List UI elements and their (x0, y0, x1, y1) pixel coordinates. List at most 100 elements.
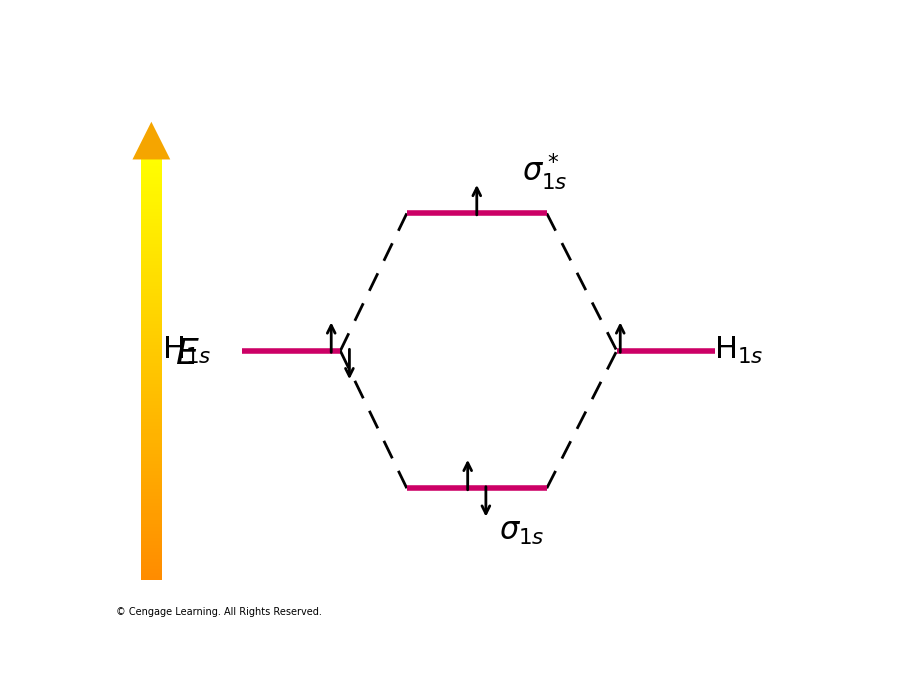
Text: $\sigma_{1s}$: $\sigma_{1s}$ (499, 518, 545, 547)
Bar (141, 450, 161, 454)
Bar (141, 174, 161, 177)
Bar (141, 471, 161, 475)
Bar (141, 370, 161, 373)
Bar (141, 342, 161, 345)
Bar (141, 545, 161, 548)
Text: $\sigma_{1s}^*$: $\sigma_{1s}^*$ (521, 150, 567, 192)
Bar (141, 219, 161, 223)
Bar (141, 541, 161, 545)
Bar (141, 510, 161, 513)
Bar (141, 293, 161, 296)
Bar (141, 205, 161, 209)
Bar (141, 191, 161, 195)
Text: $\mathrm{H}_{1s}$: $\mathrm{H}_{1s}$ (713, 335, 763, 366)
Bar (141, 436, 161, 440)
Bar (141, 177, 161, 181)
Bar (141, 517, 161, 520)
Bar (141, 268, 161, 272)
Bar (141, 254, 161, 258)
Bar (141, 310, 161, 314)
Bar (141, 464, 161, 468)
Bar (141, 352, 161, 356)
Bar (141, 524, 161, 527)
Bar (141, 482, 161, 485)
Bar (141, 573, 161, 576)
Bar (141, 454, 161, 457)
Bar (141, 440, 161, 443)
Bar (141, 230, 161, 233)
Bar (141, 478, 161, 482)
Bar (141, 426, 161, 429)
Bar (141, 433, 161, 436)
Bar (141, 461, 161, 464)
Bar (141, 303, 161, 307)
Bar (141, 520, 161, 524)
Text: $\mathbf{\mathit{E}}$: $\mathbf{\mathit{E}}$ (174, 337, 199, 370)
Bar (141, 198, 161, 202)
Bar (141, 359, 161, 363)
Bar (141, 237, 161, 240)
Bar (141, 373, 161, 377)
Bar (141, 328, 161, 331)
Bar (141, 391, 161, 394)
Bar (141, 349, 161, 352)
Bar (141, 170, 161, 174)
Bar (141, 534, 161, 538)
Polygon shape (133, 122, 170, 160)
Bar (141, 321, 161, 324)
Bar (141, 314, 161, 317)
Bar (141, 566, 161, 569)
Bar (141, 181, 161, 184)
Bar (141, 513, 161, 517)
Bar (141, 216, 161, 219)
Bar (141, 286, 161, 289)
Bar (141, 233, 161, 237)
Bar (141, 492, 161, 496)
Bar (141, 261, 161, 265)
Bar (141, 163, 161, 167)
Bar (141, 167, 161, 170)
Bar (141, 489, 161, 492)
Bar (141, 202, 161, 205)
Bar (141, 223, 161, 226)
Bar (141, 226, 161, 230)
Bar (141, 195, 161, 198)
Bar (141, 387, 161, 391)
Bar (141, 503, 161, 506)
Bar (141, 244, 161, 247)
Bar (141, 408, 161, 412)
Bar (141, 258, 161, 261)
Bar (141, 548, 161, 552)
Bar (141, 265, 161, 268)
Bar (141, 384, 161, 387)
Bar (141, 279, 161, 282)
Bar (141, 160, 161, 163)
Bar (141, 356, 161, 359)
Bar (141, 569, 161, 573)
Bar (141, 380, 161, 384)
Bar (141, 496, 161, 499)
Bar (141, 405, 161, 408)
Bar (141, 552, 161, 555)
Bar (141, 317, 161, 321)
Bar (141, 363, 161, 366)
Bar (141, 209, 161, 212)
Bar (141, 377, 161, 380)
Bar (141, 289, 161, 293)
Bar (141, 345, 161, 349)
Bar (141, 415, 161, 419)
Bar (141, 212, 161, 216)
Bar (141, 324, 161, 328)
Bar (141, 475, 161, 478)
Bar (141, 366, 161, 370)
Bar (141, 335, 161, 338)
Bar (141, 429, 161, 433)
Bar (141, 559, 161, 562)
Bar (141, 457, 161, 461)
Bar (141, 331, 161, 335)
Bar (141, 506, 161, 510)
Bar (141, 338, 161, 342)
Bar (141, 184, 161, 188)
Bar (141, 272, 161, 275)
Bar (141, 422, 161, 426)
